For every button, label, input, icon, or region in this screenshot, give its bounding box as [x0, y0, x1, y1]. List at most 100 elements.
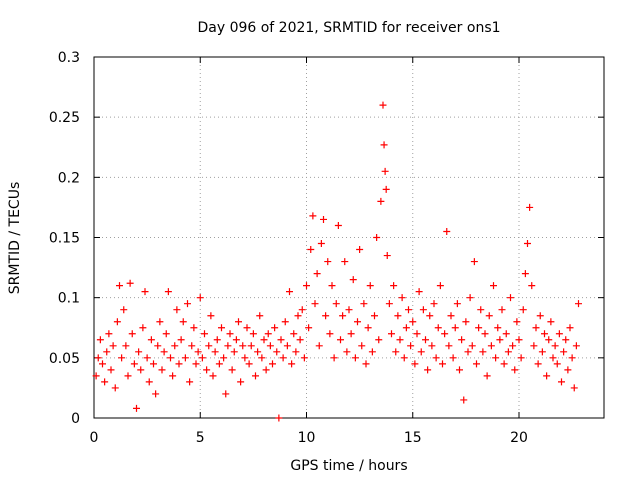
data-point	[575, 300, 582, 308]
data-point	[232, 336, 240, 344]
data-point	[430, 300, 438, 308]
data-point	[122, 342, 130, 350]
data-point	[485, 312, 493, 320]
data-point	[228, 366, 236, 374]
data-point	[473, 360, 480, 368]
data-point	[241, 354, 249, 362]
data-point	[198, 354, 206, 362]
x-tick-label: 10	[298, 430, 316, 446]
data-point	[422, 336, 429, 344]
data-point	[150, 360, 157, 368]
data-point	[366, 282, 374, 290]
data-point	[339, 312, 347, 320]
x-tick-label: 5	[196, 430, 205, 446]
data-point	[519, 306, 527, 314]
data-point	[443, 227, 451, 235]
data-point	[130, 360, 138, 368]
data-point	[517, 354, 525, 362]
data-point	[373, 234, 381, 241]
data-point	[92, 372, 100, 380]
data-point	[441, 330, 449, 338]
data-point	[116, 282, 123, 290]
data-point	[235, 318, 242, 326]
data-point	[171, 342, 179, 350]
data-point	[570, 384, 578, 392]
data-point	[135, 348, 143, 356]
data-point	[249, 330, 257, 338]
data-point	[494, 324, 502, 332]
data-point	[460, 396, 468, 404]
data-point	[394, 312, 402, 320]
data-point	[400, 354, 408, 362]
data-point	[507, 294, 514, 302]
data-point	[434, 324, 442, 332]
data-point	[326, 330, 334, 338]
data-point	[269, 360, 276, 368]
data-point	[490, 282, 497, 290]
x-tick-label: 15	[404, 430, 422, 446]
data-point	[262, 366, 270, 374]
data-point	[281, 318, 289, 326]
data-point	[128, 330, 136, 338]
data-point	[528, 282, 536, 290]
data-point	[555, 330, 563, 338]
data-point	[190, 324, 198, 332]
data-point	[538, 348, 546, 356]
data-point	[96, 336, 104, 344]
data-point	[509, 342, 517, 350]
data-point	[432, 354, 440, 362]
data-point	[449, 354, 457, 362]
data-point	[111, 384, 119, 392]
ticks: 0 5 10 15 20 0 0.05 0.1 0.15 0.2 0.25 0.3	[49, 50, 604, 446]
data-point	[288, 360, 296, 368]
data-point	[277, 336, 285, 344]
data-point	[545, 336, 553, 344]
data-point	[196, 294, 204, 302]
data-point	[462, 318, 470, 326]
data-point	[315, 342, 323, 350]
data-point	[568, 354, 576, 362]
chart-title: Day 096 of 2021, SRMTID for receiver ons…	[197, 20, 500, 36]
data-point	[385, 300, 393, 308]
data-point	[137, 366, 145, 374]
data-point	[428, 342, 436, 350]
data-point	[347, 330, 355, 338]
y-tick-label: 0.15	[49, 231, 80, 247]
data-point	[105, 330, 113, 338]
data-point	[283, 342, 291, 350]
data-point	[260, 336, 268, 344]
data-point	[382, 185, 390, 193]
data-point	[139, 324, 147, 332]
data-point	[551, 342, 559, 350]
data-point	[390, 282, 398, 290]
data-point	[298, 306, 306, 314]
data-point	[362, 360, 370, 368]
data-point	[120, 306, 128, 314]
data-point	[351, 354, 359, 362]
data-point	[543, 372, 551, 380]
data-point	[154, 342, 162, 350]
data-point	[162, 330, 170, 338]
data-point	[205, 342, 213, 350]
data-point	[477, 306, 485, 314]
data-point	[341, 258, 349, 266]
data-point	[222, 390, 230, 398]
data-point	[500, 360, 508, 368]
data-point	[169, 372, 177, 380]
data-point	[409, 318, 417, 326]
data-point	[107, 366, 115, 374]
data-point	[381, 167, 389, 175]
data-point	[553, 360, 561, 368]
y-tick-label: 0.05	[49, 351, 80, 367]
data-point	[572, 342, 580, 350]
data-point	[436, 282, 444, 290]
data-point	[345, 306, 353, 314]
data-point	[470, 258, 478, 266]
data-point	[256, 312, 264, 320]
data-point	[279, 354, 287, 362]
data-point	[118, 354, 126, 362]
data-point	[152, 390, 160, 398]
data-point	[158, 366, 166, 374]
data-point	[324, 258, 332, 266]
data-point	[375, 336, 383, 344]
